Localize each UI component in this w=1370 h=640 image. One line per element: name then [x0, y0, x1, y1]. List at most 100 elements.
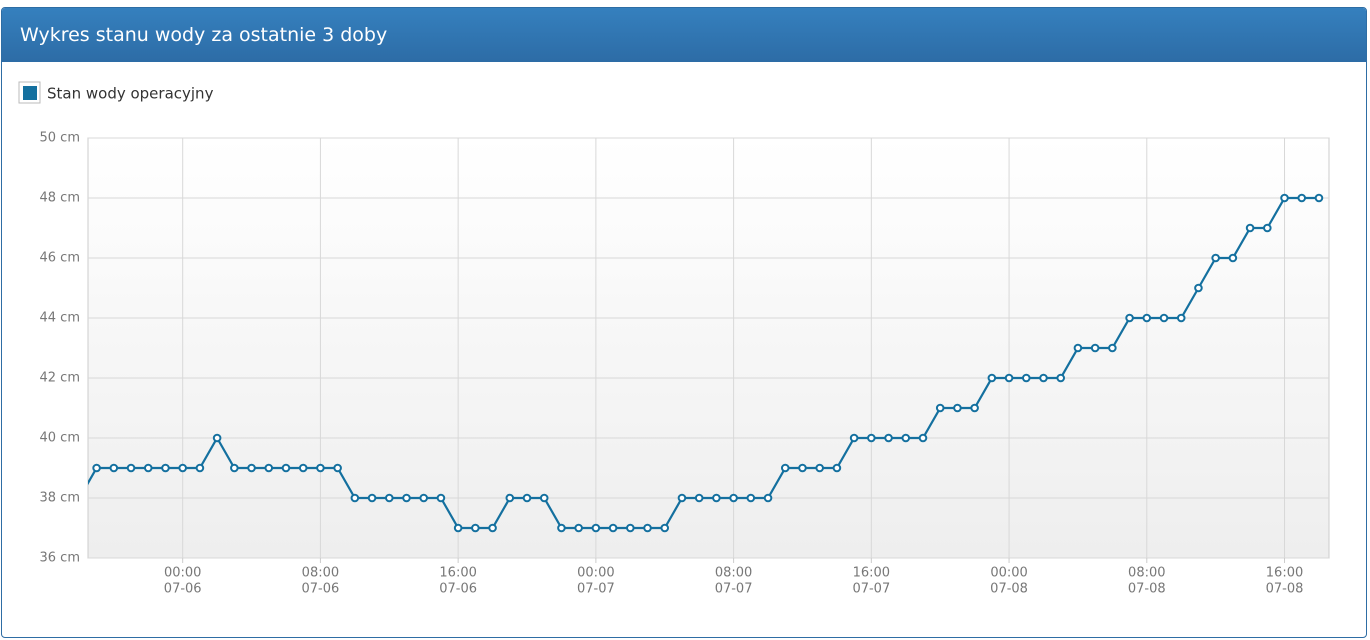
data-point	[746, 493, 756, 503]
data-point	[488, 523, 497, 533]
x-tick-label: 07-07	[852, 582, 890, 597]
x-tick-label: 00:00	[164, 566, 201, 581]
x-tick-label: 00:00	[990, 566, 1027, 581]
data-point	[1194, 283, 1203, 293]
data-point	[1021, 373, 1031, 383]
data-point	[1142, 313, 1152, 323]
data-point	[763, 493, 773, 503]
data-point	[1004, 373, 1014, 383]
data-point	[815, 463, 824, 473]
data-point	[1056, 373, 1066, 383]
plot-area	[87, 137, 1330, 559]
data-point	[884, 433, 893, 443]
data-point	[384, 493, 394, 503]
data-point	[1159, 313, 1169, 323]
data-point	[522, 493, 532, 503]
legend-swatch	[23, 86, 37, 100]
data-point	[92, 463, 101, 473]
data-point	[178, 463, 187, 473]
data-point	[109, 463, 119, 473]
data-point	[195, 463, 205, 473]
y-tick-label: 44 cm	[40, 311, 81, 326]
y-tick-label: 46 cm	[40, 251, 81, 266]
data-point	[849, 433, 859, 443]
panel: Wykres stanu wody za ostatnie 3 doby	[1, 7, 1367, 638]
legend-label[interactable]: Stan wody operacyjny	[47, 85, 214, 103]
data-point	[643, 523, 652, 533]
x-tick-label: 08:00	[302, 566, 339, 581]
data-point	[557, 523, 566, 533]
x-tick-label: 07-08	[990, 582, 1028, 597]
data-point	[1108, 343, 1117, 353]
data-point	[591, 523, 601, 533]
data-point	[694, 493, 704, 503]
data-point	[918, 433, 928, 443]
y-tick-label: 48 cm	[40, 191, 81, 206]
y-tick-label: 38 cm	[40, 491, 81, 506]
x-tick-label: 16:00	[1266, 566, 1303, 581]
data-point	[264, 463, 274, 473]
data-point	[1039, 373, 1048, 383]
x-tick-label: 07-07	[577, 582, 615, 597]
y-tick-label: 42 cm	[40, 371, 81, 386]
x-tick-label: 07-06	[302, 582, 340, 597]
data-point	[1211, 253, 1220, 263]
y-tick-label: 40 cm	[40, 431, 81, 446]
data-point	[729, 493, 738, 503]
data-point	[367, 493, 377, 503]
data-point	[453, 523, 463, 533]
data-point	[660, 523, 670, 533]
data-point	[333, 463, 342, 473]
x-tick-label: 07-08	[1128, 582, 1166, 597]
data-point	[436, 493, 446, 503]
data-point	[1228, 253, 1238, 263]
x-tick-label: 07-08	[1266, 582, 1304, 597]
data-point	[1125, 313, 1134, 323]
data-point	[212, 433, 222, 443]
x-tick-label: 07-06	[439, 582, 477, 597]
data-point	[1280, 193, 1289, 203]
data-point	[970, 403, 979, 413]
panel-title: Wykres stanu wody za ostatnie 3 doby	[2, 8, 1366, 62]
data-point	[471, 523, 480, 533]
data-point	[419, 493, 429, 503]
data-point	[780, 463, 790, 473]
data-point	[298, 463, 308, 473]
data-point	[126, 463, 136, 473]
x-tick-label: 08:00	[715, 566, 752, 581]
data-point	[350, 493, 360, 503]
data-point	[1090, 343, 1100, 353]
data-point	[1176, 313, 1186, 323]
data-point	[626, 523, 635, 533]
data-point	[143, 463, 153, 473]
data-point	[247, 463, 256, 473]
data-point	[901, 433, 911, 443]
data-point	[1073, 343, 1083, 353]
data-point	[677, 493, 687, 503]
y-tick-label: 50 cm	[40, 131, 81, 146]
data-point	[798, 463, 807, 473]
x-tick-label: 16:00	[853, 566, 890, 581]
y-tick-label: 36 cm	[40, 551, 81, 566]
data-point	[987, 373, 997, 383]
data-point	[712, 493, 721, 503]
data-point	[539, 493, 549, 503]
data-point	[1245, 223, 1255, 233]
data-point	[935, 403, 945, 413]
data-point	[1297, 193, 1307, 203]
data-point	[316, 463, 325, 473]
data-point	[953, 403, 962, 413]
x-tick-label: 07-07	[715, 582, 753, 597]
x-tick-label: 00:00	[577, 566, 614, 581]
data-point	[505, 493, 515, 503]
x-tick-label: 07-06	[164, 582, 202, 597]
data-point	[867, 433, 876, 443]
data-point	[574, 523, 583, 533]
data-point	[832, 463, 842, 473]
x-tick-label: 16:00	[439, 566, 476, 581]
data-point	[608, 523, 618, 533]
data-point	[161, 463, 170, 473]
data-point	[1314, 193, 1324, 203]
